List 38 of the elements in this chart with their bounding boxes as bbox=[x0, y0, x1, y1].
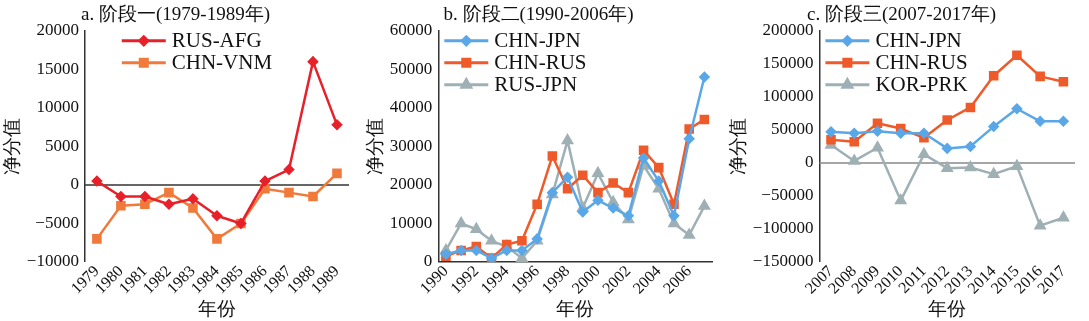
chart-title: b. 阶段二(1990-2006年) bbox=[443, 3, 634, 26]
y-axis-title: 净分值 bbox=[727, 117, 749, 175]
y-tick-label: 20000 bbox=[389, 174, 433, 194]
legend-label: CHN-JPN bbox=[494, 28, 581, 53]
y-tick-label: 30000 bbox=[389, 135, 433, 155]
x-axis-title: 年份 bbox=[197, 297, 236, 319]
y-tick-label: 5000 bbox=[44, 135, 79, 155]
y-tick-label: −150000 bbox=[752, 251, 814, 271]
y-tick-label: 150000 bbox=[762, 53, 814, 73]
legend-label: CHN-RUS bbox=[875, 50, 968, 75]
y-tick-label: −10000 bbox=[26, 251, 79, 271]
legend-label: RUS-JPN bbox=[494, 72, 578, 97]
y-tick-label: 60000 bbox=[389, 20, 433, 40]
chart-title: a. 阶段一(1979-1989年) bbox=[81, 3, 270, 26]
y-tick-label: 20000 bbox=[36, 20, 79, 40]
legend-label: CHN-VNM bbox=[171, 50, 273, 75]
x-axis-title: 年份 bbox=[928, 297, 967, 319]
y-tick-label: 15000 bbox=[36, 58, 79, 78]
y-tick-label: 40000 bbox=[389, 97, 433, 117]
y-tick-label: 100000 bbox=[762, 86, 814, 106]
y-tick-label: 200000 bbox=[762, 20, 814, 40]
y-tick-label: 10000 bbox=[36, 97, 79, 117]
legend-label: KOR-PRK bbox=[875, 72, 968, 97]
legend-label: CHN-JPN bbox=[875, 28, 962, 53]
y-axis-title: 净分值 bbox=[364, 117, 386, 175]
legend-label: CHN-RUS bbox=[494, 50, 587, 75]
y-tick-label: 50000 bbox=[770, 119, 814, 139]
y-tick-label: 50000 bbox=[389, 58, 433, 78]
y-tick-label: −100000 bbox=[752, 218, 814, 238]
y-tick-label: 0 bbox=[804, 152, 814, 172]
y-tick-label: 0 bbox=[70, 174, 79, 194]
y-axis-title: 净分值 bbox=[1, 117, 23, 175]
y-tick-label: 10000 bbox=[389, 212, 433, 232]
y-tick-label: −5000 bbox=[35, 212, 79, 232]
legend-label: RUS-AFG bbox=[171, 28, 262, 53]
y-tick-label: −50000 bbox=[761, 185, 814, 205]
x-axis-title: 年份 bbox=[556, 297, 595, 319]
y-tick-label: 0 bbox=[423, 251, 433, 271]
